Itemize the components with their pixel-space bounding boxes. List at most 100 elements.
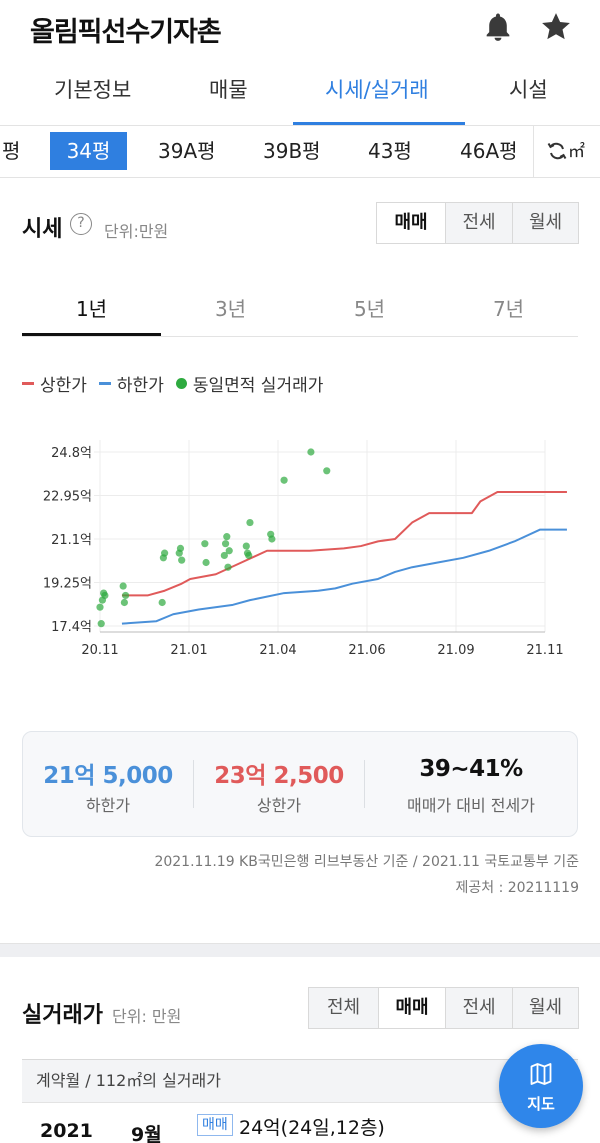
transaction-point[interactable] bbox=[202, 558, 210, 567]
deals-type-jeonse[interactable]: 전세 bbox=[445, 988, 512, 1028]
transaction-point[interactable] bbox=[268, 535, 276, 543]
tab-listings[interactable]: 매물 bbox=[209, 78, 248, 102]
legend-upper-label: 상한가 bbox=[40, 376, 87, 396]
summary-ratio-label: 매매가 대비 전세가 bbox=[407, 796, 535, 815]
transaction-point[interactable] bbox=[158, 598, 166, 607]
transaction-point[interactable] bbox=[246, 518, 254, 527]
size-option-43[interactable]: 43평 bbox=[368, 139, 412, 163]
summary-low-value: 21억 5,000 bbox=[43, 763, 173, 789]
summary-high-label: 상한가 bbox=[256, 796, 302, 815]
transaction-point[interactable] bbox=[119, 582, 127, 590]
period-1y[interactable]: 1년 bbox=[75, 297, 108, 321]
y-tick-label: 22.95억 bbox=[43, 490, 92, 505]
transaction-point[interactable] bbox=[280, 476, 288, 484]
deal-type-badge: 매매 bbox=[197, 1114, 233, 1136]
price-chart: 24.8억 22.95억 21.1억 19.25억 17.4억 20.11 21.01 21.… bbox=[43, 440, 567, 658]
size-option-39b[interactable]: 39B평 bbox=[263, 139, 321, 163]
legend-lower: 하한가 bbox=[98, 371, 164, 396]
x-tick-label: 21.09 bbox=[437, 643, 474, 658]
legend-upper: 상한가 bbox=[22, 371, 87, 396]
upper-price-line bbox=[121, 490, 567, 597]
legend-transactions-swatch bbox=[175, 378, 187, 389]
star-icon[interactable] bbox=[539, 10, 573, 44]
size-option-34[interactable]: 34평 bbox=[50, 132, 127, 170]
period-5y[interactable]: 5년 bbox=[353, 297, 386, 321]
legend-transactions-label: 동일면적 실거래가 bbox=[192, 376, 324, 396]
legend-lower-swatch bbox=[98, 382, 111, 385]
transaction-point[interactable] bbox=[223, 533, 231, 541]
deals-unit-note: 단위: 만원 bbox=[112, 1007, 182, 1026]
price-type-jeonse[interactable]: 전세 bbox=[445, 203, 512, 243]
main-tabs: 기본정보 매물 시세/실거래 시설 bbox=[0, 64, 600, 126]
tab-facilities[interactable]: 시설 bbox=[509, 78, 548, 102]
size-option-39a[interactable]: 39A평 bbox=[158, 139, 216, 163]
legend-lower-label: 하한가 bbox=[116, 376, 164, 396]
transaction-point[interactable] bbox=[307, 448, 315, 456]
lower-price-line bbox=[121, 528, 567, 625]
y-tick-label: 24.8억 bbox=[51, 446, 92, 461]
x-tick-label: 21.04 bbox=[259, 643, 296, 658]
unit-label: ㎡ bbox=[568, 142, 585, 162]
transaction-point[interactable] bbox=[178, 556, 186, 564]
deals-section-title: 실거래가 bbox=[22, 1003, 103, 1028]
x-tick-label: 21.06 bbox=[348, 643, 385, 658]
summary-ratio-value: 39~41% bbox=[419, 756, 523, 782]
size-option-46a[interactable]: 46A평 bbox=[460, 139, 518, 163]
deals-type-all[interactable]: 전체 bbox=[309, 988, 378, 1028]
summary-high: 23억 2,500 상한가 bbox=[194, 732, 364, 836]
summary-divider bbox=[193, 760, 194, 808]
transaction-point[interactable] bbox=[161, 549, 169, 557]
x-tick-label: 20.11 bbox=[81, 643, 118, 658]
deal-year: 2021 bbox=[40, 1120, 93, 1142]
transaction-point[interactable] bbox=[201, 540, 209, 548]
transaction-point[interactable] bbox=[245, 551, 253, 560]
deals-table-header: 계약월 / 112㎡의 실거래가 bbox=[22, 1059, 578, 1103]
transaction-point[interactable] bbox=[220, 551, 228, 560]
transaction-point[interactable] bbox=[242, 542, 250, 550]
map-icon bbox=[530, 1063, 552, 1085]
deals-type-switch: 전체 매매 전세 월세 bbox=[308, 987, 579, 1029]
deal-price[interactable]: 24억(24일,12층) bbox=[239, 1117, 385, 1139]
x-tick-label: 21.01 bbox=[170, 643, 207, 658]
transaction-point[interactable] bbox=[97, 620, 105, 628]
bell-icon[interactable] bbox=[481, 10, 515, 44]
transaction-point[interactable] bbox=[225, 547, 233, 555]
transaction-point[interactable] bbox=[323, 467, 331, 475]
price-section-title: 시세 bbox=[22, 217, 63, 242]
chart-legend: 상한가 하한가 동일면적 실거래가 bbox=[22, 371, 323, 396]
top-bar: 올림픽선수기자촌 bbox=[0, 0, 600, 58]
price-summary-card: 21억 5,000 하한가 23억 2,500 상한가 39~41% 매매가 대… bbox=[22, 731, 578, 837]
transaction-point[interactable] bbox=[221, 540, 230, 548]
x-tick-label: 21.11 bbox=[526, 643, 563, 658]
transaction-point[interactable] bbox=[224, 563, 232, 571]
size-option-partial[interactable]: 평 bbox=[2, 139, 21, 163]
source-note: 2021.11.19 KB국민은행 리브부동산 기준 / 2021.11 국토교… bbox=[154, 854, 579, 870]
transaction-point[interactable] bbox=[176, 544, 185, 553]
tab-price-transactions[interactable]: 시세/실거래 bbox=[325, 78, 429, 102]
y-tick-label: 21.1억 bbox=[51, 533, 92, 548]
map-button[interactable]: 지도 bbox=[499, 1044, 583, 1128]
transaction-point[interactable] bbox=[120, 598, 128, 607]
map-button-label: 지도 bbox=[527, 1095, 555, 1113]
transaction-point[interactable] bbox=[122, 591, 130, 600]
tab-basic-info[interactable]: 기본정보 bbox=[54, 78, 132, 102]
section-divider bbox=[0, 943, 600, 957]
unit-toggle-button[interactable]: ㎡ bbox=[533, 126, 600, 178]
transaction-point[interactable] bbox=[96, 603, 104, 611]
summary-low: 21억 5,000 하한가 bbox=[23, 732, 193, 836]
legend-transactions: 동일면적 실거래가 bbox=[175, 371, 324, 396]
transaction-point[interactable] bbox=[101, 591, 109, 600]
active-period-indicator bbox=[22, 333, 161, 336]
summary-low-label: 하한가 bbox=[85, 796, 131, 815]
price-type-sale[interactable]: 매매 bbox=[377, 203, 445, 243]
period-3y[interactable]: 3년 bbox=[214, 297, 247, 321]
deals-type-monthly[interactable]: 월세 bbox=[512, 988, 578, 1028]
y-tick-label: 17.4억 bbox=[51, 620, 92, 635]
price-type-monthly[interactable]: 월세 bbox=[512, 203, 578, 243]
deals-type-sale[interactable]: 매매 bbox=[378, 988, 445, 1028]
active-tab-indicator bbox=[293, 122, 465, 125]
period-7y[interactable]: 7년 bbox=[492, 297, 525, 321]
summary-divider bbox=[364, 760, 365, 808]
help-icon[interactable]: ? bbox=[70, 213, 92, 235]
period-tabs: 1년 3년 5년 7년 bbox=[22, 285, 578, 337]
